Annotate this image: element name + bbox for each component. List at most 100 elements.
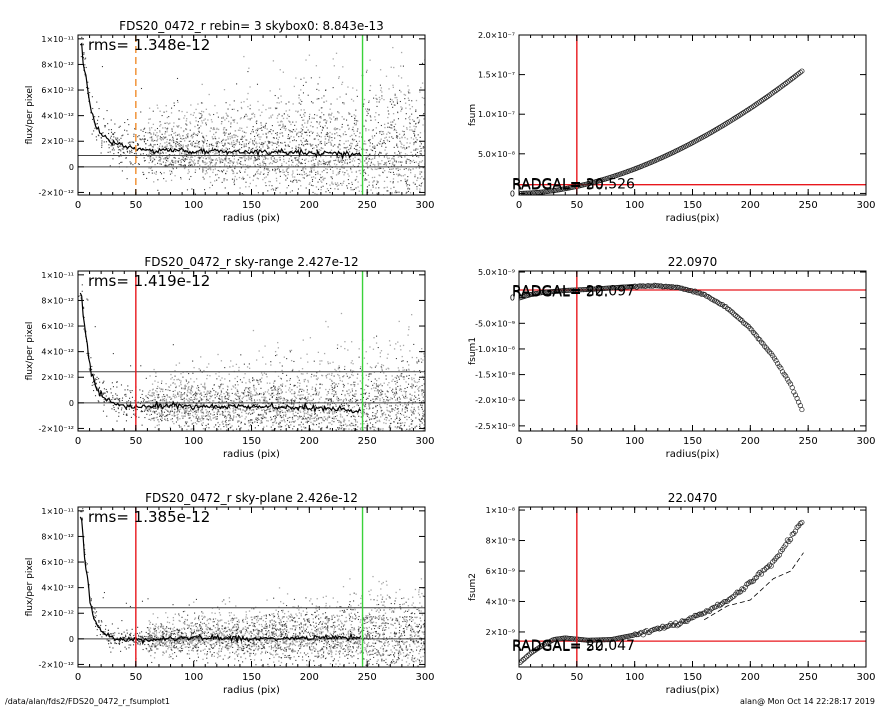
scatter-point-faint (296, 179, 298, 182)
scatter-point (409, 202, 410, 203)
scatter-point-faint (295, 408, 298, 410)
scatter-point-faint (201, 132, 203, 134)
scatter-point (376, 449, 377, 450)
scatter-point-faint (358, 190, 360, 192)
scatter-point-faint (304, 167, 307, 170)
scatter-point (96, 123, 98, 125)
scatter-point-faint (159, 413, 161, 415)
scatter-point-faint (324, 138, 327, 140)
scatter-point-faint (379, 132, 381, 134)
scatter-point (265, 163, 267, 165)
scatter-point (287, 171, 289, 174)
scatter-point-faint (251, 150, 253, 152)
scatter-point-faint (249, 157, 251, 159)
scatter-point-faint (348, 175, 350, 177)
scatter-point-faint (201, 415, 203, 417)
scatter-point (184, 157, 186, 160)
scatter-point (270, 411, 272, 413)
scatter-point-faint (388, 88, 390, 90)
scatter-point-faint (274, 159, 276, 161)
scatter-point-faint (372, 415, 374, 417)
scatter-point-faint (280, 397, 283, 399)
scatter-point-faint (204, 166, 206, 169)
series-marker (538, 189, 544, 195)
scatter-point-faint (196, 398, 198, 400)
scatter-point (119, 125, 121, 127)
scatter-point-faint (174, 162, 177, 164)
scatter-point-faint (223, 127, 225, 129)
scatter-point-faint (411, 377, 413, 379)
scatter-point (118, 149, 120, 151)
scatter-point-faint (374, 168, 376, 170)
scatter-point-faint (356, 197, 357, 198)
scatter-point (397, 146, 399, 148)
scatter-point (247, 71, 249, 73)
scatter-point (343, 118, 345, 120)
scatter-point-faint (344, 423, 347, 425)
scatter-point-faint (324, 416, 326, 418)
scatter-point-faint (288, 129, 290, 131)
scatter-point (365, 120, 367, 122)
scatter-point-faint (385, 136, 387, 138)
scatter-point-faint (191, 156, 194, 158)
scatter-point (93, 130, 95, 132)
scatter-point (340, 182, 342, 185)
scatter-point-faint (234, 175, 236, 178)
scatter-point-faint (237, 420, 239, 422)
scatter-point-faint (209, 130, 211, 132)
scatter-point-faint (270, 188, 273, 191)
scatter-point-faint (148, 161, 150, 164)
scatter-point-faint (267, 420, 269, 422)
scatter-point-faint (279, 121, 282, 123)
scatter-point (392, 182, 394, 184)
scatter-point-faint (290, 349, 293, 352)
scatter-point-faint (218, 141, 221, 144)
scatter-point-faint (244, 410, 247, 413)
scatter-point-faint (186, 408, 188, 410)
scatter-point-faint (221, 401, 223, 403)
scatter-point-faint (209, 186, 211, 189)
scatter-point-faint (327, 326, 329, 328)
scatter-point-faint (391, 168, 393, 171)
scatter-point-faint (210, 168, 212, 171)
scatter-point-faint (402, 175, 405, 177)
scatter-point-faint (275, 408, 277, 411)
scatter-point-faint (201, 398, 204, 401)
scatter-point-faint (164, 145, 167, 148)
scatter-point (187, 136, 189, 138)
scatter-point-faint (341, 116, 343, 118)
series-marker (773, 87, 779, 94)
scatter-point (372, 129, 374, 131)
scatter-point (287, 137, 289, 140)
scatter-point-faint (396, 427, 398, 429)
scatter-point (167, 147, 169, 150)
scatter-point (410, 169, 412, 171)
scatter-point-faint (381, 143, 383, 145)
scatter-point (85, 57, 87, 59)
scatter-point-faint (227, 414, 229, 416)
scatter-point-faint (394, 123, 397, 125)
scatter-point (143, 139, 145, 141)
scatter-point-faint (303, 115, 306, 117)
scatter-point (241, 157, 243, 159)
scatter-point (129, 406, 131, 408)
scatter-point-faint (161, 412, 164, 414)
x-axis-label: radius (pix) (223, 213, 280, 224)
y-tick-label: 2×10⁻¹² (41, 137, 74, 146)
scatter-point (202, 171, 204, 173)
scatter-point-faint (309, 418, 311, 421)
scatter-point-faint (421, 175, 423, 178)
scatter-point-faint (171, 128, 173, 131)
scatter-point-faint (235, 153, 237, 155)
scatter-point (232, 119, 234, 121)
scatter-point-faint (347, 413, 350, 415)
scatter-point (168, 116, 170, 118)
scatter-point-faint (282, 126, 284, 128)
scatter-point-faint (228, 395, 231, 397)
scatter-point-faint (247, 429, 250, 431)
scatter-point (254, 173, 257, 175)
scatter-point (84, 75, 86, 77)
scatter-point (200, 403, 202, 405)
scatter-point (395, 387, 397, 389)
scatter-point-faint (349, 147, 351, 150)
